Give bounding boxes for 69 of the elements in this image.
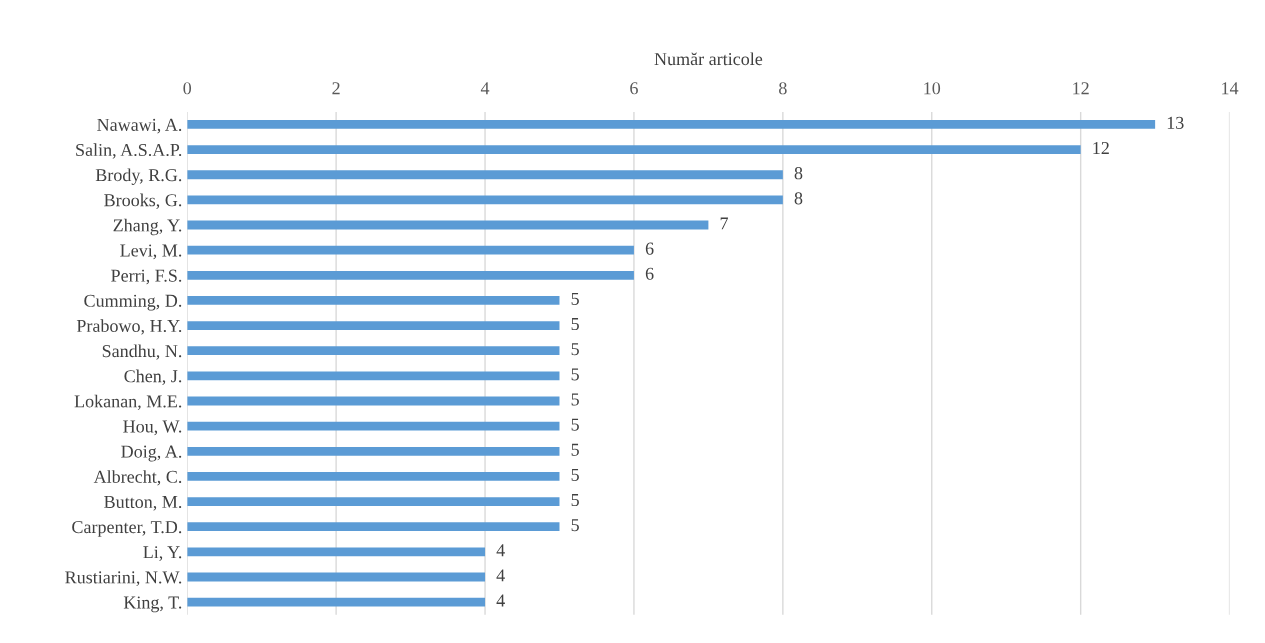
bar [187, 270, 634, 280]
x-tick-label: 8 [779, 82, 787, 95]
bar [187, 245, 634, 255]
data-label: 6 [645, 242, 654, 255]
y-tick-label: Li, Y. [143, 546, 182, 561]
data-label: 5 [571, 343, 579, 356]
data-label: 7 [720, 217, 729, 230]
bar [187, 547, 486, 557]
data-label: 5 [571, 368, 579, 381]
y-tick-label: Brooks, G. [104, 193, 182, 209]
x-axis-title: Număr articole [654, 52, 763, 66]
x-tick-label: 10 [924, 82, 941, 95]
bar [187, 597, 486, 607]
y-tick-label: Hou, W. [123, 420, 182, 436]
y-tick-label: Button, M. [104, 496, 182, 511]
x-tick-label: 6 [630, 82, 638, 95]
bar [187, 522, 560, 532]
y-tick-label: Lokanan, M.E. [74, 394, 182, 411]
y-tick-label: Zhang, Y. [113, 218, 182, 236]
data-label: 5 [571, 519, 579, 532]
y-tick-label: Nawawi, A. [97, 118, 182, 134]
data-label: 8 [794, 167, 803, 180]
data-label: 12 [1093, 141, 1109, 154]
y-tick-label: Albrecht, C. [93, 470, 182, 486]
bar [187, 396, 560, 406]
x-tick-label: 0 [183, 82, 192, 95]
bar [187, 145, 1081, 154]
bar [187, 446, 560, 456]
data-label: 4 [496, 544, 505, 557]
bar [187, 371, 560, 381]
bar [187, 421, 560, 431]
data-label: 5 [571, 318, 579, 331]
y-tick-label: Brody, R.G. [95, 168, 182, 185]
y-tick-label: Levi, M. [120, 244, 182, 260]
bar [187, 321, 560, 330]
bar [187, 296, 560, 305]
data-label: 5 [571, 418, 579, 431]
bar [187, 220, 709, 230]
y-tick-label: Carpenter, T.D. [72, 521, 182, 537]
bar [187, 346, 560, 356]
x-tick-label: 4 [480, 82, 490, 95]
y-tick-label: Sandhu, N. [102, 344, 182, 360]
x-tick-label: 2 [332, 82, 340, 95]
bar [187, 195, 783, 205]
y-tick-label: Chen, J. [124, 369, 182, 385]
y-tick-label: Doig, A. [121, 445, 182, 462]
bar [187, 120, 1156, 129]
y-tick-label: King, T. [123, 596, 182, 613]
bar [187, 572, 486, 582]
data-label: 8 [794, 192, 803, 205]
data-label: 5 [571, 443, 579, 456]
data-label: 4 [496, 569, 505, 582]
bar [187, 472, 560, 481]
data-label: 13 [1167, 116, 1184, 129]
data-label: 6 [645, 267, 654, 280]
y-tick-label: Cumming, D. [84, 294, 182, 311]
data-label: 5 [571, 292, 579, 305]
data-label: 5 [571, 494, 579, 507]
y-tick-label: Prabowo, H.Y. [76, 319, 182, 335]
y-tick-label: Salin, A.S.A.P. [76, 143, 182, 159]
y-tick-label: Rustiarini, N.W. [65, 571, 182, 587]
bar [187, 497, 560, 506]
y-tick-label: Perri, F.S. [111, 269, 182, 285]
x-tick-label: 14 [1222, 82, 1239, 95]
data-label: 5 [571, 468, 579, 481]
x-tick-label: 12 [1073, 82, 1089, 95]
data-label: 4 [496, 594, 505, 607]
data-label: 5 [571, 393, 579, 406]
bar [187, 170, 783, 180]
